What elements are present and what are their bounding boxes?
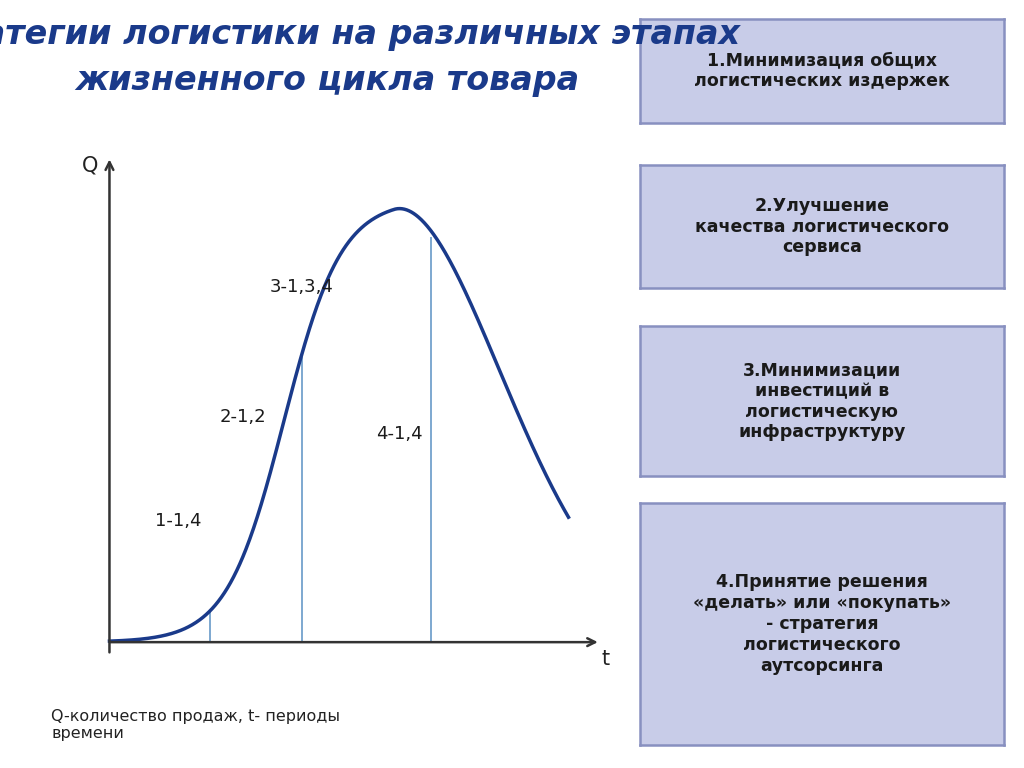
Text: жизненного цикла товара: жизненного цикла товара xyxy=(76,65,580,97)
Text: 1.Минимизация общих
логистических издержек: 1.Минимизация общих логистических издерж… xyxy=(694,51,949,91)
Text: 2.Улучшение
качества логистического
сервиса: 2.Улучшение качества логистического серв… xyxy=(694,197,949,257)
Text: Стратегии логистики на различных этапах: Стратегии логистики на различных этапах xyxy=(0,18,740,51)
Text: 4.Принятие решения
«делать» или «покупать»
- стратегия
логистического
аутсорсинг: 4.Принятие решения «делать» или «покупат… xyxy=(692,574,951,674)
Text: t: t xyxy=(601,650,609,670)
Text: Q: Q xyxy=(82,155,98,175)
Text: 3.Минимизации
инвестиций в
логистическую
инфраструктуру: 3.Минимизации инвестиций в логистическую… xyxy=(738,361,905,442)
Text: 2-1,2: 2-1,2 xyxy=(219,408,266,425)
Text: Q-количество продаж, t- периоды
времени: Q-количество продаж, t- периоды времени xyxy=(51,709,340,741)
Text: 3-1,3,4: 3-1,3,4 xyxy=(270,278,334,296)
Text: 1-1,4: 1-1,4 xyxy=(156,511,202,530)
Text: 4-1,4: 4-1,4 xyxy=(376,425,422,443)
